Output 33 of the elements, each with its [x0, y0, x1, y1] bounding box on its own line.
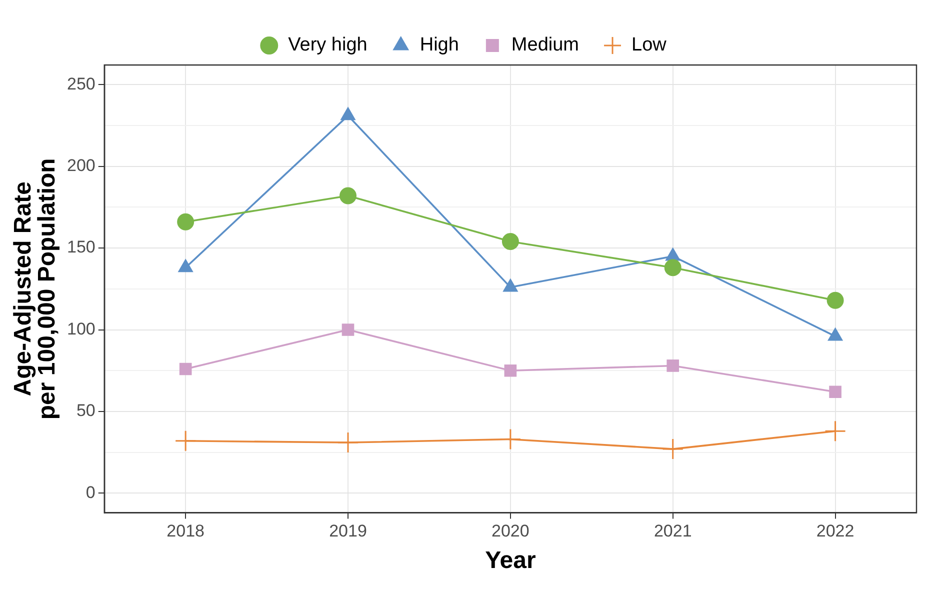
- point: [337, 432, 359, 454]
- point: [340, 187, 357, 204]
- point: [342, 324, 354, 336]
- point: [500, 428, 522, 450]
- y-axis-title: Age-Adjusted Rate per 100,000 Population: [10, 158, 61, 420]
- x-tick-label: 2022: [816, 522, 854, 541]
- point: [666, 360, 680, 372]
- y-tick-label: 0: [86, 482, 96, 502]
- point: [179, 362, 192, 376]
- y-tick-label: 250: [66, 74, 96, 94]
- point: [340, 107, 356, 120]
- x-tick-label: 2018: [166, 522, 204, 541]
- legend-label: Low: [632, 34, 667, 56]
- point: [829, 386, 842, 398]
- x-tick-label: 2020: [492, 522, 530, 541]
- legend-label: High: [420, 34, 459, 56]
- y-tick-label: 200: [66, 156, 96, 176]
- y-tick-label: 50: [76, 401, 96, 420]
- x-tick-label: 2019: [329, 522, 367, 541]
- point: [504, 364, 517, 377]
- point: [174, 430, 196, 452]
- y-tick-label: 150: [66, 238, 96, 257]
- point: [664, 259, 682, 276]
- point: [662, 438, 684, 460]
- legend-label: Very high: [288, 34, 368, 56]
- point: [177, 213, 194, 230]
- x-axis-title: Year: [485, 547, 536, 574]
- x-tick-label: 2021: [654, 522, 692, 541]
- legend-label: Medium: [511, 34, 580, 56]
- point: [502, 233, 519, 250]
- point: [824, 420, 846, 442]
- point: [826, 292, 844, 309]
- y-tick-label: 100: [66, 319, 96, 338]
